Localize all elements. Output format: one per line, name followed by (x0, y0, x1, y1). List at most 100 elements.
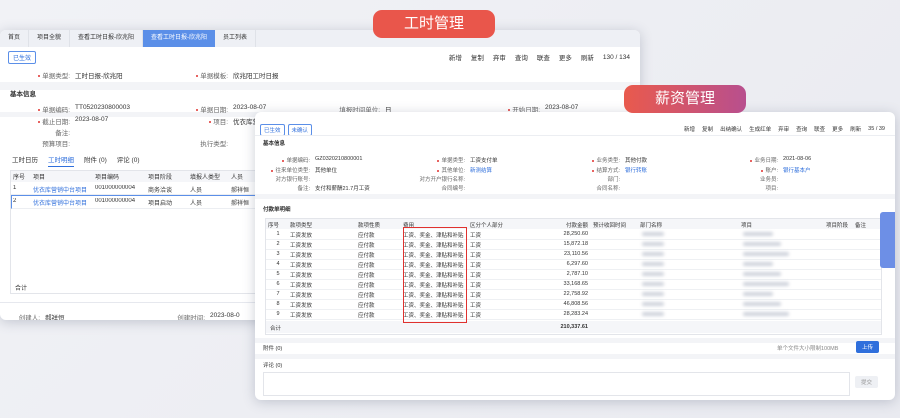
cell: 工资 (470, 293, 482, 299)
toolbar-button[interactable]: 复制 (702, 127, 714, 133)
field-label: 业务日期: (750, 156, 778, 164)
row[interactable] (266, 279, 881, 290)
field-label: 项目: (765, 184, 778, 192)
upload-hint: 单个文件大小限制100MB (777, 346, 839, 352)
toolbar-button[interactable]: 更多 (832, 127, 844, 133)
toolbar-button[interactable]: 出纳确认 (720, 127, 743, 133)
column-header: 款项类型 (290, 223, 313, 229)
detail-tabs: 工时日历 工时明细 附件 (0) 评论 (0) (12, 154, 140, 167)
separator (255, 354, 895, 359)
status-tag: 已生效 (8, 51, 37, 64)
toolbar-button[interactable]: 更多 (558, 55, 572, 62)
field-value: TT0520230800003 (75, 104, 130, 111)
label-text: 其他单位: (441, 168, 465, 174)
toolbar: 新增 复制 弃审 查询 联查 更多 刷新 130 / 134 (448, 52, 630, 63)
required-mark (38, 75, 41, 78)
redacted (743, 302, 781, 306)
cell: 工资、奖金、津贴和补贴 (403, 233, 464, 239)
attachments-title: 附件 (0) (263, 346, 283, 352)
tab[interactable]: 员工列表 (215, 30, 257, 47)
cell: 郝祥恒 (231, 188, 250, 194)
toolbar-button[interactable]: 新增 (448, 55, 462, 62)
label-text: 往来单位类型: (275, 168, 310, 174)
cell: 7 (276, 291, 280, 297)
label-text: 业务类型: (596, 158, 620, 164)
row[interactable] (266, 309, 881, 320)
redacted (743, 272, 781, 276)
separator (255, 194, 895, 199)
tab[interactable]: 项目全貌 (29, 30, 71, 47)
detail-tab[interactable]: 工时日历 (12, 157, 38, 164)
label-text: 预算项目: (42, 141, 70, 148)
cell: 工资 (470, 303, 482, 309)
section-title: 基本信息 (10, 91, 36, 98)
cell: 工资 (470, 263, 482, 269)
cell: 001000000004 (95, 185, 136, 191)
row[interactable] (266, 249, 881, 260)
required-mark (592, 159, 595, 162)
detail-tab[interactable]: 工时明细 (48, 154, 74, 167)
column-header: 费用 (403, 223, 415, 229)
column-header: 填报人类型 (190, 175, 221, 181)
field-label: 单据类型: (38, 70, 70, 80)
cell: 应付款 (358, 313, 375, 319)
callout: 薪资管理 (624, 85, 746, 113)
toolbar-button[interactable]: 刷新 (850, 127, 862, 133)
tab[interactable]: 查看工时日报-欣兆阳 (143, 30, 216, 47)
separator (255, 338, 895, 343)
payroll-window: 已生效 未确认 新增 复制 出纳确认 生成红单 弃审 查询 联查 更多 刷新 35 / 39 基本信… (255, 112, 895, 400)
field-value: 日 (385, 107, 392, 114)
row[interactable] (266, 269, 881, 280)
field-label: 结算方式: (592, 166, 620, 174)
toolbar-button[interactable]: 弃审 (492, 55, 506, 62)
row[interactable] (266, 259, 881, 270)
tab[interactable]: 首页 (0, 30, 30, 47)
required-mark (437, 159, 440, 162)
cell: 3 (276, 251, 280, 257)
side-tab[interactable] (880, 212, 895, 268)
toolbar-button[interactable]: 弃审 (778, 127, 790, 133)
redacted (642, 262, 664, 266)
field-label: 执行类型: (200, 138, 228, 148)
required-mark (592, 169, 595, 172)
toolbar-button[interactable]: 新增 (684, 127, 696, 133)
cell: 工资发放 (290, 263, 313, 269)
field-value: 其他单位 (315, 168, 338, 174)
toolbar-button[interactable]: 查询 (514, 55, 528, 62)
toolbar-button[interactable]: 查询 (796, 127, 808, 133)
column-header: 人员 (231, 175, 244, 181)
detail-tab[interactable]: 评论 (0) (116, 157, 140, 164)
field-value: 2023-08-07 (75, 116, 109, 123)
label-text: 创建时间: (177, 315, 205, 320)
label-text: 业务日期: (754, 158, 778, 164)
pager: 130 / 134 (602, 53, 630, 61)
toolbar-button[interactable]: 联查 (536, 55, 550, 62)
redacted (743, 282, 789, 286)
field-value: 2023-08-07 (233, 104, 267, 111)
toolbar-button[interactable]: 生成红单 (749, 127, 772, 133)
row[interactable] (266, 229, 881, 240)
cell: 应付款 (358, 303, 375, 309)
detail-tab[interactable]: 附件 (0) (84, 157, 107, 164)
total-label: 合计 (270, 326, 282, 332)
row[interactable] (266, 289, 881, 300)
cell: 1 (276, 231, 280, 237)
toolbar-button[interactable]: 联查 (814, 127, 826, 133)
total-row (266, 321, 881, 333)
upload-button[interactable]: 上传 (856, 341, 880, 353)
tab[interactable]: 查看工时日报-欣兆阳 (70, 30, 144, 47)
row[interactable] (266, 299, 881, 310)
comment-input[interactable] (263, 372, 850, 396)
toolbar-button[interactable]: 复制 (470, 55, 484, 62)
toolbar-button[interactable]: 刷新 (580, 55, 594, 62)
cell: 工资 (470, 233, 482, 239)
cell: 工资、奖金、津贴和补贴 (403, 283, 464, 289)
label-text: 执行类型: (200, 141, 228, 148)
detail-table: 序号 款项类型 款项性质 费用 区分个人部分 付款金额 预计收回时间 部门名称 项目 项目阶段 备注… (265, 218, 882, 335)
cell: 8 (276, 301, 280, 307)
submit-button[interactable]: 提交 (855, 376, 879, 388)
column-header: 项目编码 (95, 175, 120, 181)
row[interactable] (266, 239, 881, 250)
label-text: 合同编号: (441, 186, 465, 192)
header-row (266, 219, 881, 229)
